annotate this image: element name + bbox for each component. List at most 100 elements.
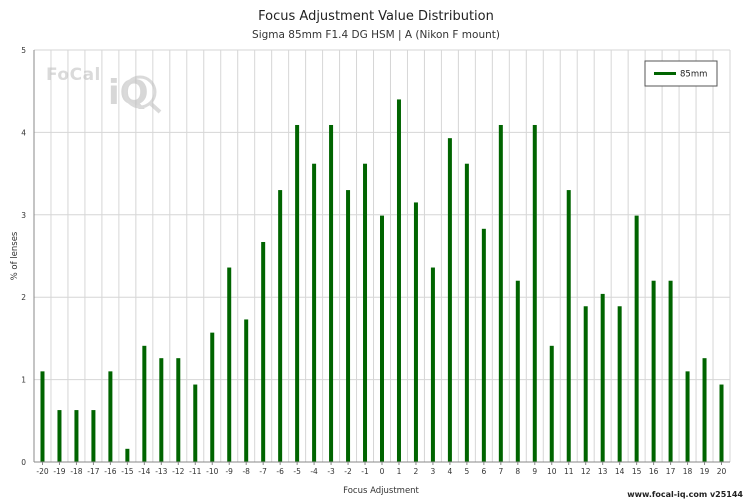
bar (312, 163, 317, 462)
bar (413, 202, 418, 462)
x-tick-label: -15 (121, 467, 133, 476)
x-tick-label: 5 (464, 467, 469, 476)
footer-credit: www.focal-iq.com v25144 (627, 490, 743, 499)
x-tick-label: 12 (581, 467, 591, 476)
x-tick-label: 11 (564, 467, 574, 476)
bar (617, 306, 622, 462)
x-tick-label: -17 (87, 467, 99, 476)
y-tick-label: 3 (21, 211, 26, 220)
x-tick-label: -5 (293, 467, 301, 476)
x-tick-label: 3 (431, 467, 436, 476)
x-tick-label: 0 (380, 467, 385, 476)
bar (481, 228, 486, 462)
x-tick-label: -3 (327, 467, 335, 476)
bar (532, 124, 537, 462)
x-tick-label: 17 (666, 467, 676, 476)
x-tick-label: -16 (104, 467, 116, 476)
bar (702, 358, 707, 462)
x-tick-label: 2 (414, 467, 419, 476)
bar (329, 124, 334, 462)
x-axis-label: Focus Adjustment (343, 486, 419, 496)
bar (244, 319, 249, 462)
x-tick-label: -10 (206, 467, 218, 476)
bar (396, 99, 401, 462)
x-tick-label: 14 (615, 467, 625, 476)
bar (159, 358, 164, 462)
logo-text: FoCal (46, 65, 101, 85)
bar (685, 371, 690, 462)
x-tick-label: -19 (53, 467, 65, 476)
bar (363, 163, 368, 462)
x-tick-label: -8 (242, 467, 250, 476)
x-tick-label: -14 (138, 467, 150, 476)
x-tick-label: 9 (532, 467, 537, 476)
chart-subtitle: Sigma 85mm F1.4 DG HSM | A (Nikon F moun… (252, 29, 500, 41)
bar (600, 293, 605, 462)
y-tick-label: 0 (21, 458, 26, 467)
bar (583, 306, 588, 462)
bar (108, 371, 113, 462)
bar (278, 190, 283, 462)
bar (91, 410, 96, 462)
x-tick-label: 19 (700, 467, 710, 476)
x-tick-labels: -20 -19 -18 -17 -16 -15 -14 -13 -12 -11 -10 -9 -8 -7-… (36, 462, 727, 476)
x-tick-label: -18 (70, 467, 82, 476)
x-tick-label: 6 (481, 467, 486, 476)
x-tick-label: 15 (632, 467, 642, 476)
grid (33, 49, 731, 463)
legend: 85mm (644, 60, 718, 87)
x-tick-label: -13 (155, 467, 167, 476)
x-tick-label: -2 (344, 467, 352, 476)
bar (430, 267, 435, 462)
bar (227, 267, 232, 462)
y-tick-label: 1 (21, 376, 26, 385)
bar (380, 215, 384, 462)
bar (464, 163, 469, 462)
y-tick-labels: 0 1 2 3 4 5 (21, 46, 26, 467)
bar (566, 190, 571, 462)
bars (40, 99, 724, 462)
bar (261, 241, 266, 462)
bar (498, 124, 503, 462)
bar (515, 280, 520, 462)
x-tick-label: -7 (259, 467, 267, 476)
logo-handle-icon (148, 101, 162, 114)
x-tick-label: 16 (649, 467, 659, 476)
x-tick-label: 1 (397, 467, 402, 476)
x-tick-label: 10 (547, 467, 557, 476)
bar (295, 124, 300, 462)
x-tick-label: 7 (498, 467, 503, 476)
bar (125, 448, 130, 462)
x-tick-label: -6 (276, 467, 284, 476)
bar (549, 345, 554, 462)
bar (74, 410, 79, 462)
bar (176, 358, 181, 462)
x-tick-label: -11 (189, 467, 201, 476)
y-tick-label: 2 (21, 293, 26, 302)
x-tick-label: -1 (361, 467, 369, 476)
x-tick-label: 18 (683, 467, 693, 476)
x-tick-label: 13 (598, 467, 608, 476)
bar (193, 384, 198, 462)
bar (719, 384, 724, 462)
focal-iq-logo: FoCal iQ (46, 65, 162, 114)
x-tick-label: 4 (448, 467, 453, 476)
bar (40, 371, 45, 462)
bar (57, 410, 62, 462)
y-axis-label: % of lenses (10, 231, 20, 280)
logo-lens-icon (123, 75, 157, 109)
bar (346, 190, 351, 462)
bar (142, 345, 147, 462)
x-tick-label: -12 (172, 467, 184, 476)
chart-title: Focus Adjustment Value Distribution (258, 9, 494, 24)
bar (210, 332, 215, 462)
y-tick-label: 4 (21, 128, 26, 137)
x-tick-label: -9 (225, 467, 233, 476)
bar (668, 280, 673, 462)
y-tick-label: 5 (21, 46, 26, 55)
legend-label: 85mm (680, 70, 707, 80)
x-tick-label: -20 (36, 467, 48, 476)
bar (634, 215, 639, 462)
